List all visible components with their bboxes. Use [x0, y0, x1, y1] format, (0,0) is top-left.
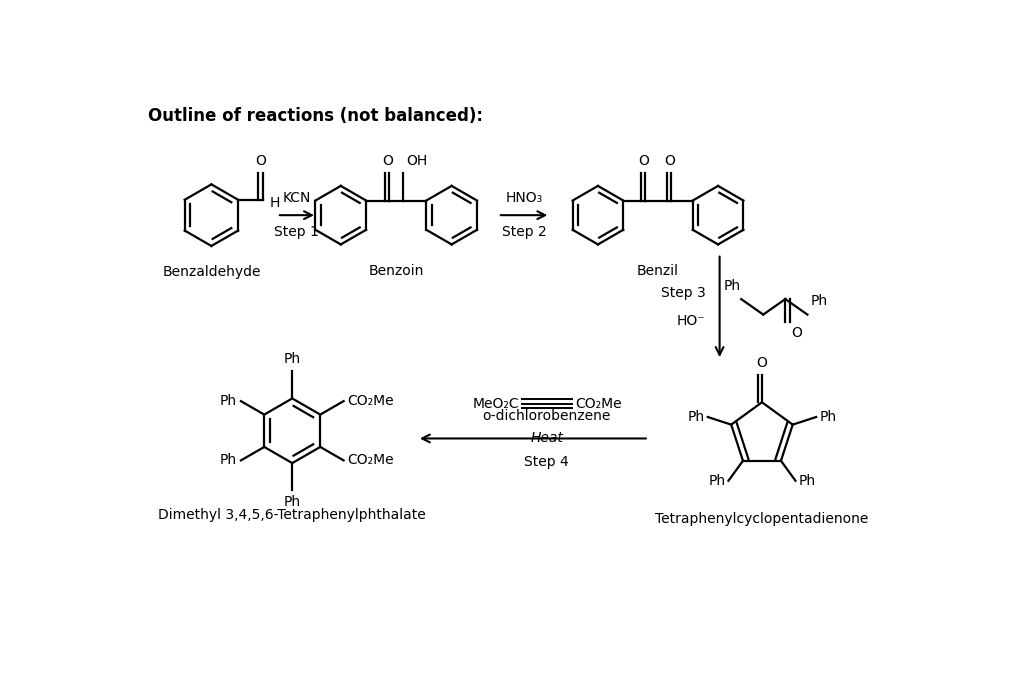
Text: Outline of reactions (not balanced):: Outline of reactions (not balanced): [147, 107, 482, 126]
Text: Dimethyl 3,4,5,6-Tetraphenylphthalate: Dimethyl 3,4,5,6-Tetraphenylphthalate [159, 507, 426, 522]
Text: o-dichlorobenzene: o-dichlorobenzene [482, 409, 611, 423]
Text: HNO₃: HNO₃ [506, 191, 543, 205]
Text: Benzoin: Benzoin [369, 264, 424, 278]
Text: CO₂Me: CO₂Me [347, 454, 394, 467]
Text: Ph: Ph [799, 474, 816, 488]
Text: Benzil: Benzil [637, 264, 679, 278]
Text: H: H [269, 196, 280, 210]
Text: Ph: Ph [284, 352, 301, 366]
Text: Step 1: Step 1 [274, 225, 319, 239]
Text: KCN: KCN [283, 191, 311, 205]
Text: Ph: Ph [724, 279, 741, 293]
Text: Step 4: Step 4 [524, 456, 569, 469]
Text: Ph: Ph [220, 454, 238, 467]
Text: Ph: Ph [687, 410, 705, 424]
Text: Ph: Ph [819, 410, 837, 424]
Text: O: O [638, 154, 649, 168]
Text: OH: OH [407, 154, 428, 168]
Text: O: O [792, 326, 803, 340]
Text: O: O [757, 356, 767, 370]
Text: O: O [382, 154, 393, 168]
Text: Tetraphenylcyclopentadienone: Tetraphenylcyclopentadienone [655, 512, 868, 526]
Text: MeO₂C: MeO₂C [472, 397, 519, 410]
Text: Ph: Ph [810, 294, 827, 309]
Text: O: O [665, 154, 675, 168]
Text: O: O [256, 154, 266, 168]
Text: Step 3: Step 3 [662, 286, 706, 300]
Text: Ph: Ph [284, 495, 301, 510]
Text: Ph: Ph [709, 474, 725, 488]
Text: Benzaldehyde: Benzaldehyde [162, 265, 261, 279]
Text: CO₂Me: CO₂Me [347, 394, 394, 408]
Text: CO₂Me: CO₂Me [575, 397, 622, 410]
Text: Step 2: Step 2 [502, 225, 547, 239]
Text: Heat: Heat [530, 432, 563, 445]
Text: Ph: Ph [220, 394, 238, 408]
Text: HO⁻: HO⁻ [677, 313, 706, 328]
